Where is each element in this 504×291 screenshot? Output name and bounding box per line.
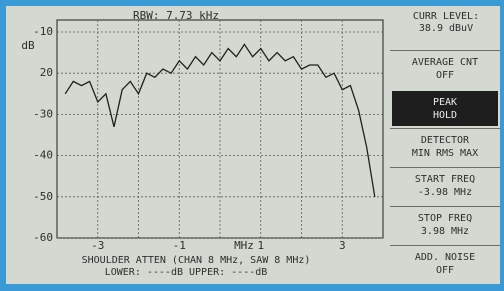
softkey-label: PEAK: [392, 96, 498, 109]
page: {"chart_data": {"type": "line", "title":…: [0, 0, 504, 291]
y-tick-label: -50: [33, 190, 53, 203]
softkey[interactable]: START FREQ-3.98 MHz: [390, 167, 500, 206]
softkey-label: ADD. NOISE: [390, 251, 500, 264]
y-tick-label: -40: [33, 149, 53, 162]
x-axis-label: MHz: [234, 239, 254, 252]
softkey-value: OFF: [390, 264, 500, 277]
softkey-value: OFF: [390, 69, 500, 82]
y-tick-label: 20: [40, 66, 53, 79]
softkey-value: MIN RMS MAX: [390, 147, 500, 160]
y-axis-label: dB: [21, 39, 35, 52]
x-tick-label: -1: [173, 239, 186, 252]
footer-line: LOWER: ----dB UPPER: ----dB: [105, 267, 268, 278]
softkey-value: -3.98 MHz: [390, 186, 500, 199]
softkey-label: STOP FREQ: [390, 212, 500, 225]
softkey-label: AVERAGE CNT: [390, 56, 500, 69]
x-tick-label: 3: [339, 239, 346, 252]
x-tick-label: -3: [91, 239, 104, 252]
footer-line: SHOULDER ATTEN (CHAN 8 MHz, SAW 8 MHz): [82, 255, 311, 266]
softkey-label: START FREQ: [390, 173, 500, 186]
y-tick-label: -60: [33, 231, 53, 244]
x-tick-label: 1: [257, 239, 264, 252]
y-tick-label: -10: [33, 25, 53, 38]
y-tick-label: -30: [33, 107, 53, 120]
softkey-label: DETECTOR: [390, 134, 500, 147]
analyzer-screen: RBW: 7.73 kHz dB MHz SHOULDER ATTEN (CHA…: [6, 6, 500, 284]
status-value: 38.9 dBuV: [419, 23, 473, 34]
status-label: CURR LEVEL:: [413, 11, 479, 22]
softkey-value: HOLD: [392, 109, 498, 122]
softkey-value: 3.98 MHz: [390, 225, 500, 238]
